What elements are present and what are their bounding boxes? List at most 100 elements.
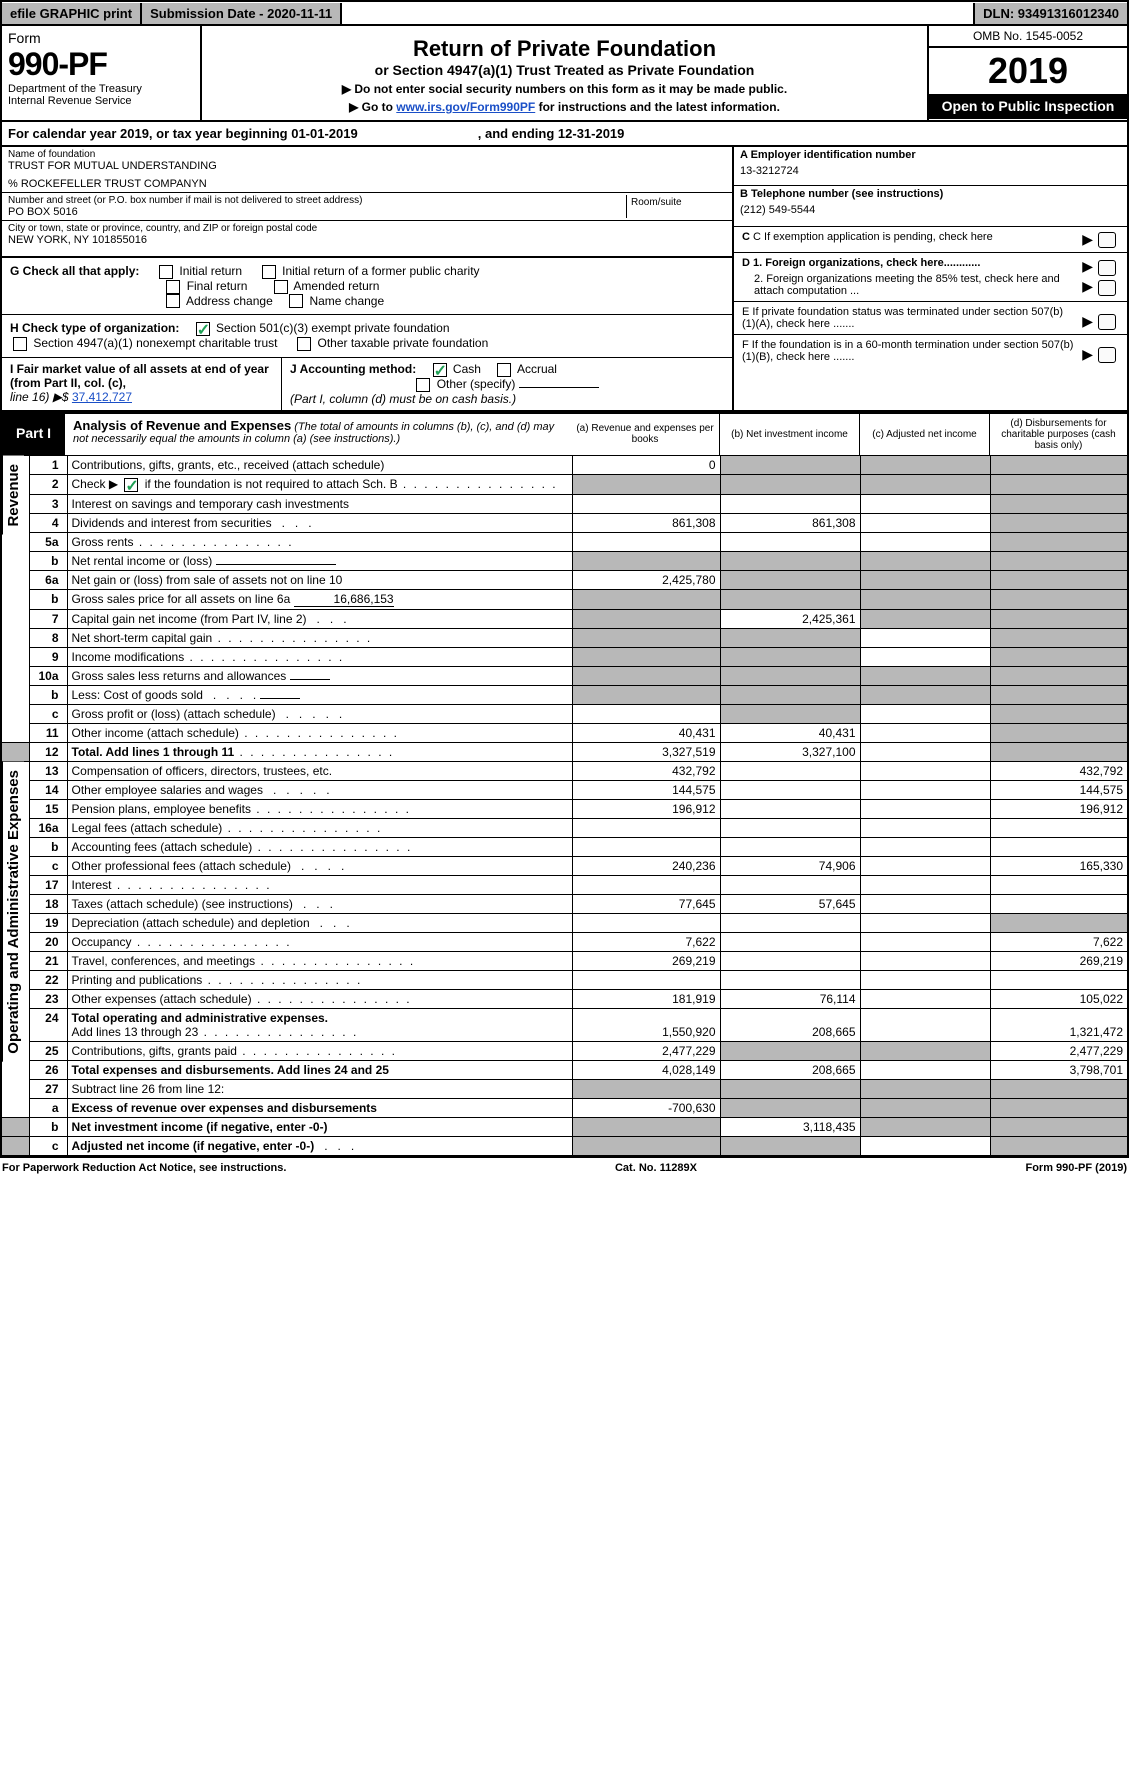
irs-label: Internal Revenue Service	[8, 95, 194, 107]
opt-initial-former: Initial return of a former public charit…	[282, 264, 479, 278]
form-ref: Form 990-PF (2019)	[1025, 1162, 1127, 1174]
opt-address-change: Address change	[186, 294, 273, 308]
irs-link[interactable]: www.irs.gov/Form990PF	[396, 100, 535, 114]
table-row: cOther professional fees (attach schedul…	[1, 856, 1128, 875]
arrow-icon: ▶	[1082, 278, 1093, 294]
phone-value: (212) 549-5544	[740, 204, 1121, 216]
table-row: 6aNet gain or (loss) from sale of assets…	[1, 570, 1128, 589]
arrow-icon: ▶	[1082, 346, 1093, 363]
form-word: Form	[8, 30, 194, 46]
ein-value: 13-3212724	[740, 165, 1121, 177]
foundation-name: TRUST FOR MUTUAL UNDERSTANDING	[8, 160, 726, 172]
table-row: Revenue 1 Contributions, gifts, grants, …	[1, 455, 1128, 474]
arrow-icon: ▶	[1082, 258, 1093, 274]
table-row: 7Capital gain net income (from Part IV, …	[1, 609, 1128, 628]
room-suite: Room/suite	[626, 195, 726, 218]
col-a-head: (a) Revenue and expenses per books	[571, 414, 719, 455]
table-row: 8Net short-term capital gain	[1, 628, 1128, 647]
cb-initial-former[interactable]	[262, 265, 276, 279]
header-center: Return of Private Foundation or Section …	[202, 26, 927, 120]
opt-cash: Cash	[453, 362, 481, 376]
part1-table: Revenue 1 Contributions, gifts, grants, …	[0, 455, 1129, 1157]
cb-85pct-test[interactable]	[1098, 280, 1116, 296]
address-row: Number and street (or P.O. box number if…	[2, 193, 732, 221]
arrow-icon: ▶	[1082, 313, 1093, 330]
name-row: Name of foundation TRUST FOR MUTUAL UNDE…	[2, 147, 732, 193]
fmv-link[interactable]: 37,412,727	[72, 390, 132, 404]
i-label: I Fair market value of all assets at end…	[10, 362, 269, 390]
cb-exemption-pending[interactable]	[1098, 232, 1116, 248]
submission-date-button[interactable]: Submission Date - 2020-11-11	[142, 3, 342, 24]
cb-status-terminated[interactable]	[1098, 314, 1116, 330]
ssn-warning: ▶ Do not enter social security numbers o…	[208, 82, 921, 96]
cb-amended[interactable]	[274, 280, 288, 294]
table-row: 14Other employee salaries and wages . . …	[1, 780, 1128, 799]
h-label: H Check type of organization:	[10, 321, 179, 335]
table-row: 16aLegal fees (attach schedule)	[1, 818, 1128, 837]
col-d-head: (d) Disbursements for charitable purpose…	[989, 414, 1127, 455]
table-row: 9Income modifications	[1, 647, 1128, 666]
opt-other-taxable: Other taxable private foundation	[318, 336, 489, 350]
b-label: B Telephone number (see instructions)	[740, 188, 1121, 200]
e-label: E If private foundation status was termi…	[742, 306, 1076, 330]
cb-no-schb[interactable]	[124, 478, 138, 492]
section-g: G Check all that apply: Initial return I…	[2, 258, 732, 315]
form-subtitle: or Section 4947(a)(1) Trust Treated as P…	[208, 62, 921, 78]
table-row: 18Taxes (attach schedule) (see instructi…	[1, 894, 1128, 913]
table-row: 12Total. Add lines 1 through 113,327,519…	[1, 742, 1128, 761]
cb-4947[interactable]	[13, 337, 27, 351]
table-row: 17Interest	[1, 875, 1128, 894]
table-row: 19Depreciation (attach schedule) and dep…	[1, 913, 1128, 932]
street-address: PO BOX 5016	[8, 206, 626, 218]
goto-line: ▶ Go to www.irs.gov/Form990PF for instru…	[208, 100, 921, 114]
j-label: J Accounting method:	[290, 362, 416, 376]
opt-501c3: Section 501(c)(3) exempt private foundat…	[216, 321, 449, 335]
form-number: 990-PF	[8, 46, 194, 83]
cb-other-method[interactable]	[416, 378, 430, 392]
table-row: 15Pension plans, employee benefits196,91…	[1, 799, 1128, 818]
form-header: Form 990-PF Department of the Treasury I…	[0, 26, 1129, 122]
opt-initial-return: Initial return	[179, 264, 242, 278]
omb-number: OMB No. 1545-0052	[929, 26, 1127, 48]
form-title: Return of Private Foundation	[208, 36, 921, 62]
cb-initial-return[interactable]	[159, 265, 173, 279]
expenses-side-label: Operating and Administrative Expenses	[2, 762, 24, 1062]
table-row: cAdjusted net income (if negative, enter…	[1, 1136, 1128, 1156]
care-of: % ROCKEFELLER TRUST COMPANYN	[8, 178, 726, 190]
tax-year: 2019	[929, 48, 1127, 94]
name-label: Name of foundation	[8, 149, 726, 160]
box-b: B Telephone number (see instructions) (2…	[734, 186, 1127, 227]
cb-foreign-org[interactable]	[1098, 260, 1116, 276]
top-bar: efile GRAPHIC print Submission Date - 20…	[0, 0, 1129, 26]
cb-address-change[interactable]	[166, 294, 180, 308]
cal-year-begin: For calendar year 2019, or tax year begi…	[8, 126, 358, 141]
opt-4947: Section 4947(a)(1) nonexempt charitable …	[33, 336, 277, 350]
efile-print-button[interactable]: efile GRAPHIC print	[2, 3, 142, 24]
cb-final-return[interactable]	[166, 280, 180, 294]
table-row: 11Other income (attach schedule)40,43140…	[1, 723, 1128, 742]
part1-label: Part I	[2, 412, 65, 455]
part1-header: Part I Analysis of Revenue and Expenses …	[0, 412, 1129, 455]
cb-accrual[interactable]	[497, 363, 511, 377]
open-to-public: Open to Public Inspection	[929, 94, 1127, 119]
city-label: City or town, state or province, country…	[8, 223, 726, 234]
paperwork-notice: For Paperwork Reduction Act Notice, see …	[2, 1162, 286, 1174]
cb-name-change[interactable]	[289, 294, 303, 308]
cb-501c3[interactable]	[196, 322, 210, 336]
section-h: H Check type of organization: Section 50…	[2, 315, 732, 358]
box-c: C C If exemption application is pending,…	[734, 227, 1127, 253]
cb-60month[interactable]	[1098, 347, 1116, 363]
cb-other-taxable[interactable]	[297, 337, 311, 351]
part1-title: Analysis of Revenue and Expenses	[73, 418, 291, 433]
table-row: 3Interest on savings and temporary cash …	[1, 494, 1128, 513]
cb-cash[interactable]	[433, 363, 447, 377]
table-row: aExcess of revenue over expenses and dis…	[1, 1098, 1128, 1117]
city-row: City or town, state or province, country…	[2, 221, 732, 258]
table-row: 26Total expenses and disbursements. Add …	[1, 1060, 1128, 1079]
table-row: bNet rental income or (loss)	[1, 551, 1128, 570]
cat-no: Cat. No. 11289X	[615, 1162, 697, 1174]
calendar-year-row: For calendar year 2019, or tax year begi…	[0, 122, 1129, 147]
dln-label: DLN: 93491316012340	[973, 3, 1127, 24]
j-note: (Part I, column (d) must be on cash basi…	[290, 392, 724, 406]
header-right: OMB No. 1545-0052 2019 Open to Public In…	[927, 26, 1127, 120]
